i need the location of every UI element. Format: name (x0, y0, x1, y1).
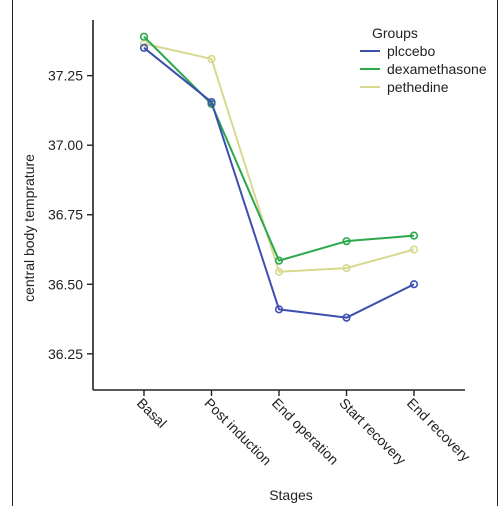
y-tick-label: 36.25 (48, 346, 83, 362)
y-tick-label: 37.00 (48, 137, 83, 153)
data-point-pethedine (409, 245, 419, 254)
y-axis-ticks: 36.25 36.50 36.75 37.00 37.25 (48, 68, 93, 362)
y-tick-label: 37.25 (48, 68, 83, 84)
data-point-dexamethasone (274, 256, 284, 265)
series-layer (139, 32, 419, 322)
data-point-plccebo (409, 280, 419, 289)
x-tick-label: End recovery (404, 395, 474, 465)
data-point-plccebo (342, 313, 351, 322)
y-axis-title: central body temprature (21, 154, 37, 302)
legend-title: Groups (372, 25, 418, 41)
y-tick-label: 36.75 (48, 207, 83, 223)
x-axis-title: Stages (269, 487, 313, 503)
series-line-dexamethasone (143, 35, 415, 262)
data-point-dexamethasone (139, 32, 149, 41)
legend-label-plccebo: plccebo (387, 43, 435, 59)
legend: Groups plccebo dexamethasone pethedine (360, 25, 487, 95)
data-point-plccebo (139, 43, 149, 52)
data-point-pethedine (207, 54, 216, 64)
data-point-pethedine (274, 267, 284, 276)
x-tick-label: Start recovery (336, 395, 409, 468)
legend-label-pethedine: pethedine (387, 79, 449, 95)
data-point-dexamethasone (409, 231, 419, 240)
x-tick-label: End operation (269, 395, 342, 468)
x-tick-label: Basal (134, 395, 170, 431)
x-tick-label: Post induction (201, 395, 275, 469)
data-point-pethedine (342, 264, 351, 273)
data-point-dexamethasone (342, 237, 351, 246)
series-line-plccebo (143, 47, 415, 319)
data-point-plccebo (207, 97, 216, 107)
series-line-pethedine (143, 42, 415, 273)
legend-label-dexamethasone: dexamethasone (387, 61, 487, 77)
data-point-plccebo (274, 305, 284, 314)
y-tick-label: 36.50 (48, 276, 83, 292)
